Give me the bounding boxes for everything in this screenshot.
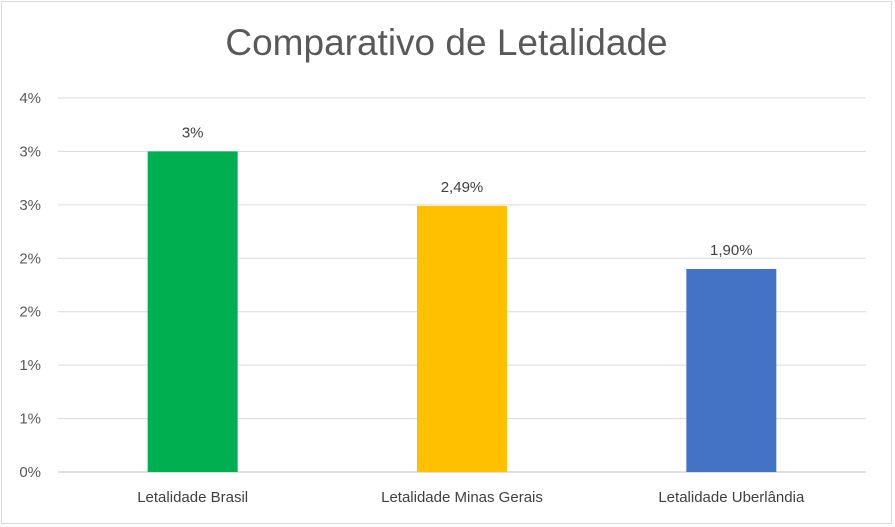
chart-title: Comparativo de Letalidade — [225, 22, 668, 63]
x-tick-label: Letalidade Minas Gerais — [381, 489, 543, 506]
y-tick-label: 3% — [19, 197, 41, 214]
data-label: 1,90% — [710, 242, 753, 259]
y-tick-label: 1% — [19, 411, 41, 428]
y-tick-label: 2% — [19, 304, 41, 321]
bar — [417, 205, 507, 472]
y-tick-label: 2% — [19, 250, 41, 267]
bar — [147, 151, 238, 472]
x-tick-label: Letalidade Brasil — [137, 489, 248, 506]
y-tick-label: 0% — [19, 464, 41, 481]
bar — [686, 268, 777, 472]
data-label: 3% — [182, 124, 204, 141]
y-tick-label: 4% — [19, 90, 41, 107]
y-tick-label: 3% — [19, 143, 41, 160]
y-tick-label: 1% — [19, 357, 41, 374]
x-tick-label: Letalidade Uberlândia — [658, 489, 805, 506]
data-label: 2,49% — [441, 179, 484, 196]
